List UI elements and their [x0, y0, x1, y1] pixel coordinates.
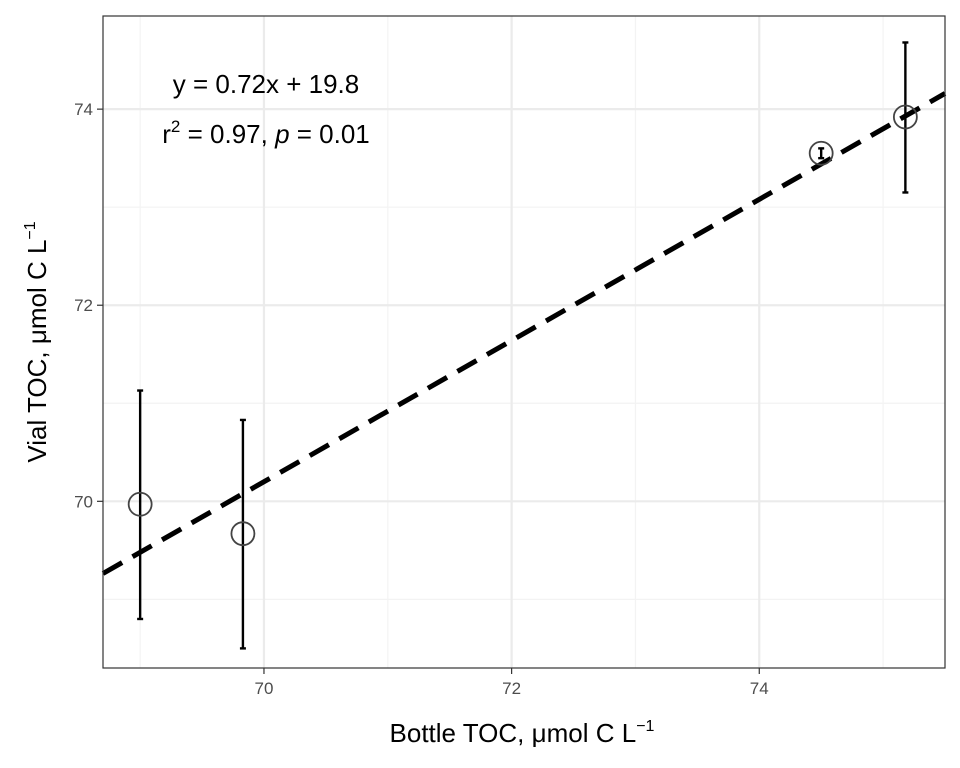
fit-line — [101, 91, 947, 576]
fit-line-layer — [101, 91, 947, 576]
y-tick-label: 72 — [74, 296, 93, 315]
fit-stats-label: r2 = 0.97, p = 0.01 — [162, 117, 370, 149]
point-layer — [127, 104, 918, 547]
x-tick-label: 70 — [255, 679, 274, 698]
x-tick-label: 72 — [502, 679, 521, 698]
data-point — [230, 521, 256, 547]
y-tick-label: 74 — [74, 100, 93, 119]
data-point — [808, 140, 834, 166]
x-axis-title: Bottle TOC, μmol C L−1 — [390, 718, 655, 748]
x-tick-label: 74 — [750, 679, 769, 698]
y-axis-ticks: 70 72 74 — [74, 100, 103, 511]
y-axis-title: Vial TOC, μmol C L−1 — [22, 221, 52, 462]
fit-equation-label: y = 0.72x + 19.8 — [173, 69, 359, 99]
data-point — [892, 104, 918, 130]
data-point — [127, 491, 153, 517]
y-tick-label: 70 — [74, 492, 93, 511]
x-axis-ticks: 70 72 74 — [255, 668, 769, 698]
errorbar-layer — [137, 41, 909, 650]
panel-border — [102, 15, 946, 669]
